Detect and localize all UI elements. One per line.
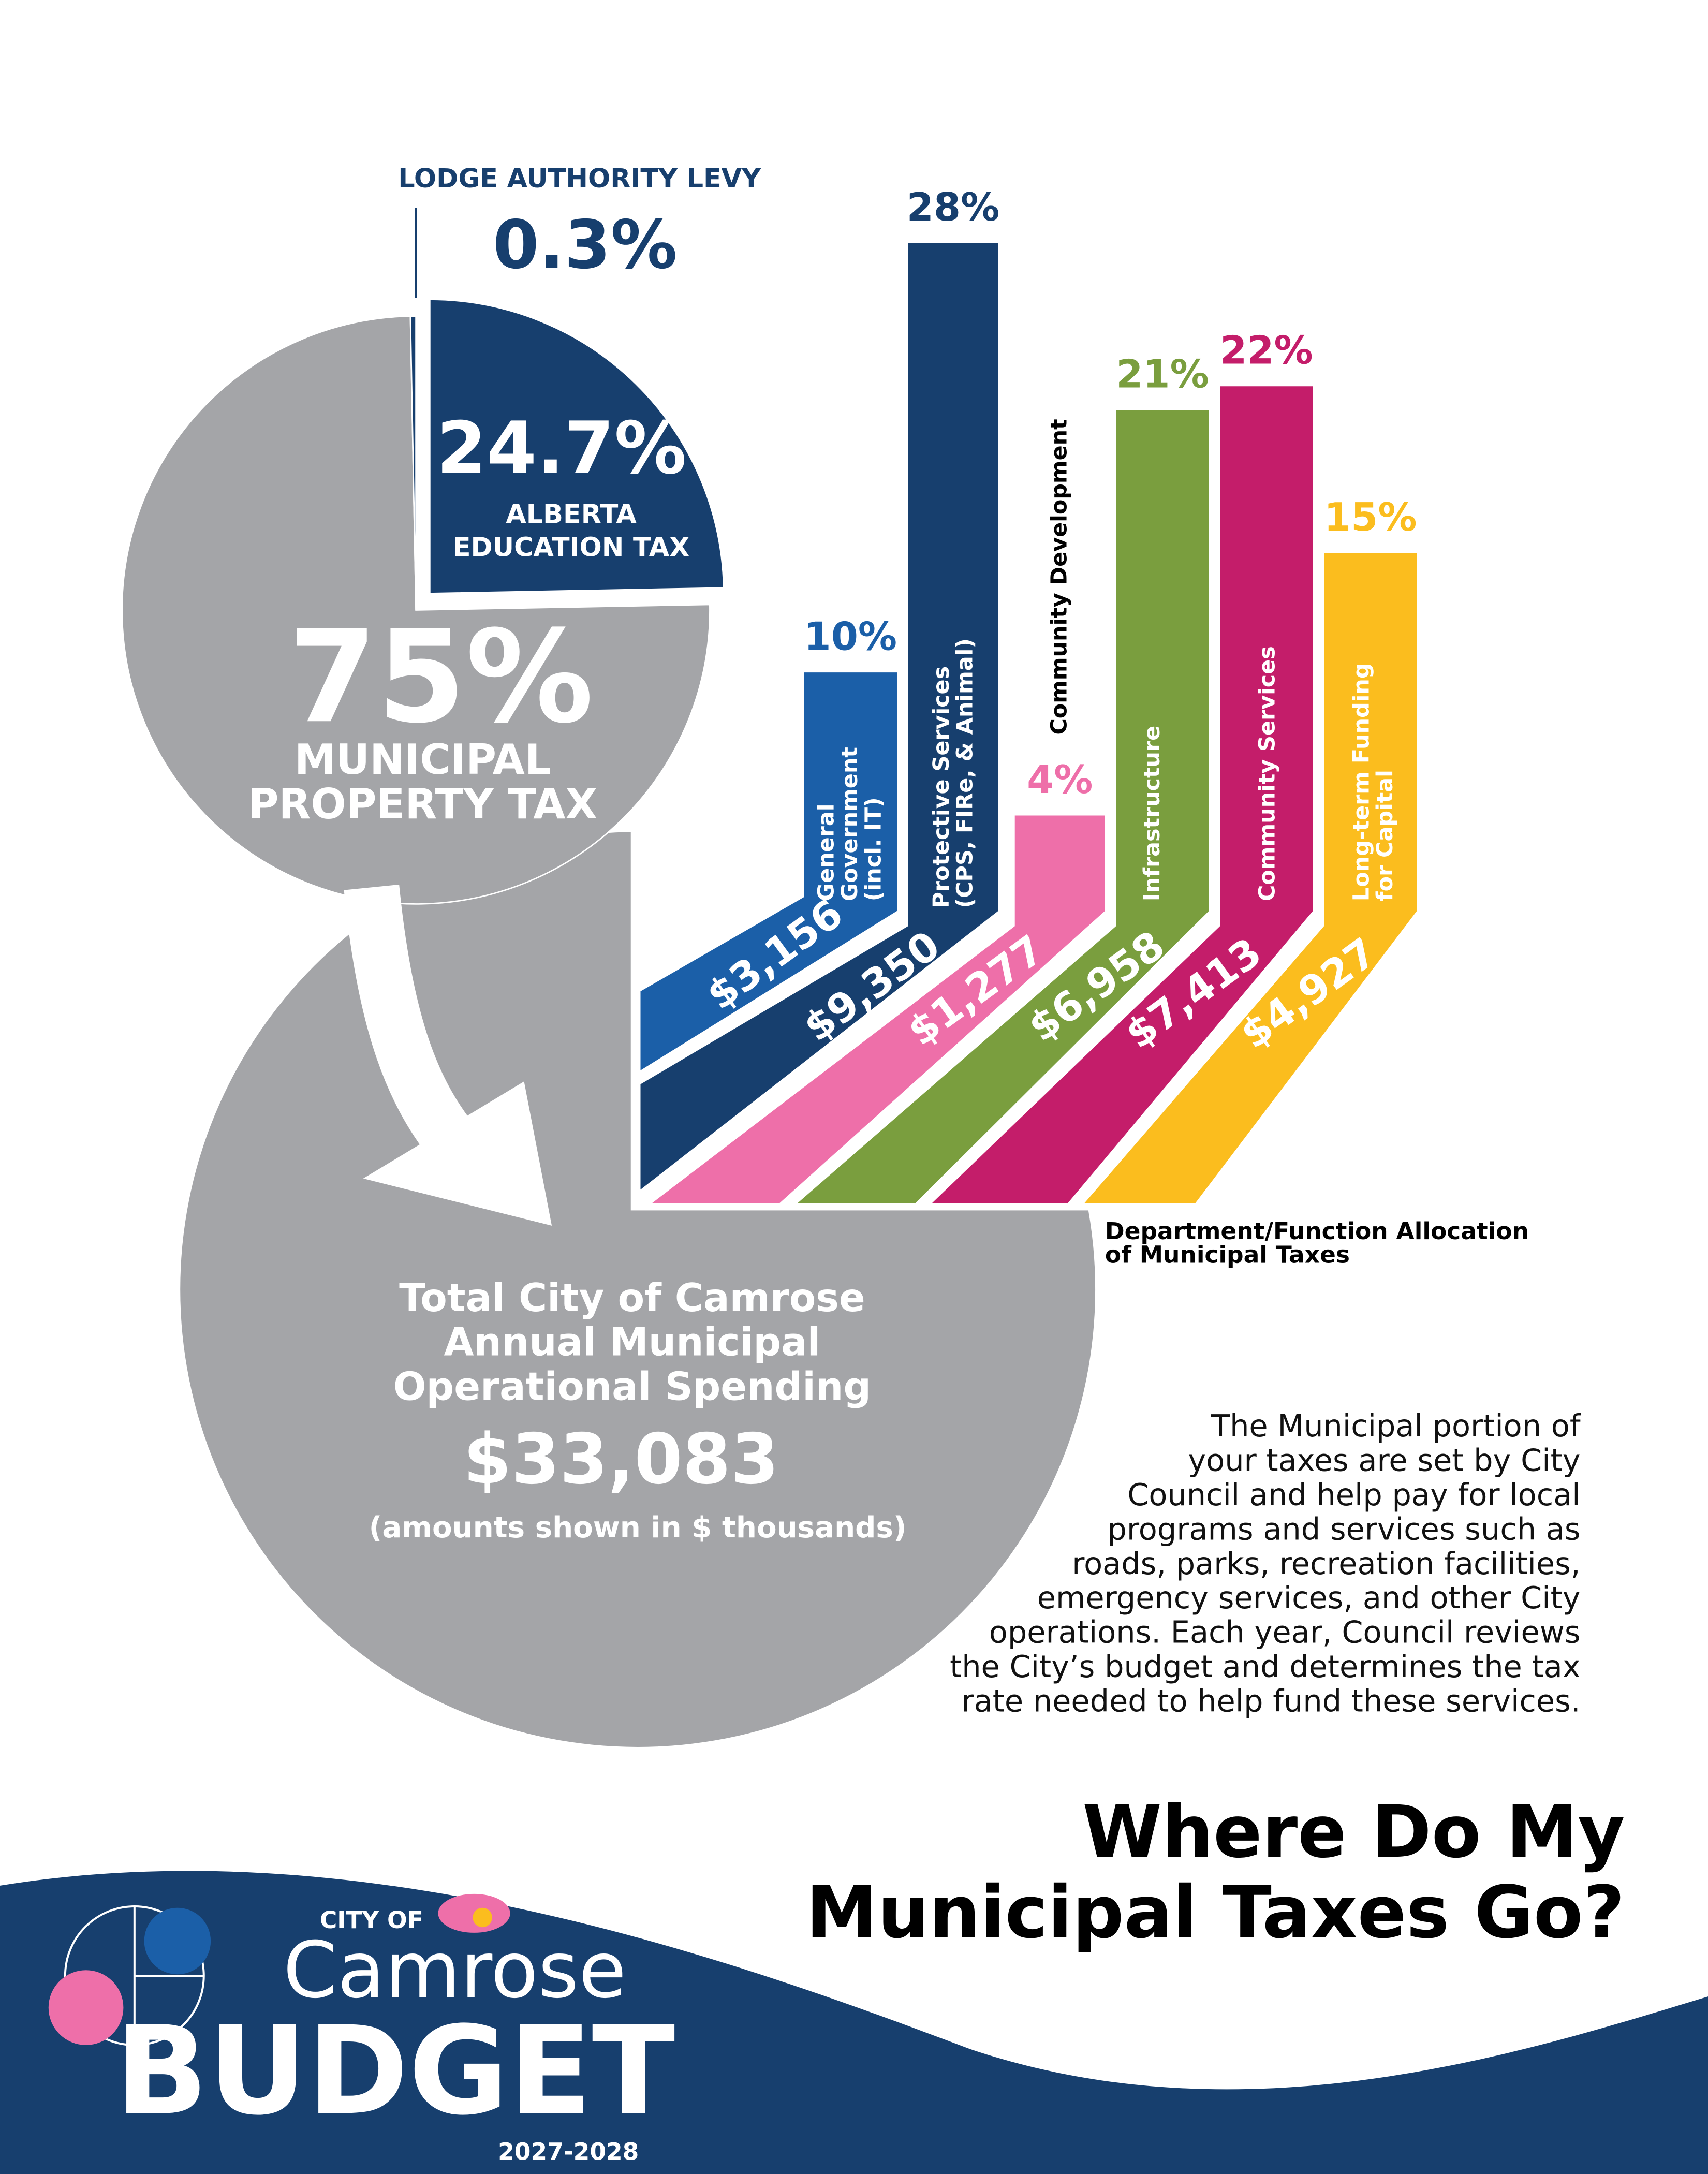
slice-label: MUNICIPAL — [295, 735, 551, 784]
bar — [651, 815, 1105, 1203]
body-line: The Municipal portion of — [1211, 1408, 1581, 1444]
body-line: the City’s budget and determines the tax — [950, 1649, 1580, 1684]
bar-category: Protective Services — [929, 666, 954, 908]
body-line: roads, parks, recreation facilities, — [1072, 1546, 1580, 1581]
footer-wave — [0, 1871, 1708, 2174]
logo-dot — [48, 1970, 124, 2045]
body-line: programs and services such as — [1107, 1511, 1580, 1547]
slice-percent: 24.7% — [436, 406, 686, 490]
headline: Municipal Taxes Go? — [806, 1871, 1625, 1955]
bar-percent: 4% — [1027, 757, 1093, 802]
total-value: $33,083 — [463, 1419, 779, 1500]
arrow-head — [363, 1081, 552, 1226]
logo: CITY OF Camrose BUDGET 2027-2028 — [48, 1893, 675, 2165]
total-title: Total City of Camrose — [399, 1275, 865, 1320]
bar-percent: 28% — [907, 184, 1000, 230]
slice-label: PROPERTY TAX — [248, 780, 598, 828]
bar-percent: 10% — [804, 613, 897, 659]
bar-category: Government — [837, 747, 863, 901]
bar — [640, 672, 897, 1070]
bar-category: (CPS, FIRe, & Animal) — [952, 638, 978, 908]
body-line: Council and help pay for local — [1127, 1477, 1580, 1512]
bar-category: for Capital — [1372, 770, 1398, 901]
slice-label: ALBERTA — [506, 499, 637, 530]
headline: Where Do My — [1082, 1790, 1625, 1874]
bar-category: General — [814, 804, 840, 902]
bar-category: Infrastructure — [1139, 726, 1165, 901]
bar — [640, 243, 998, 1190]
logo-city-of: CITY OF — [320, 1906, 423, 1934]
total-note: (amounts shown in $ thousands) — [369, 1511, 907, 1545]
pie-slice — [429, 299, 725, 594]
body-line: your taxes are set by City — [1188, 1442, 1580, 1478]
logo-dot — [144, 1907, 211, 1975]
bar-category: Long-term Funding — [1349, 663, 1375, 901]
logo-flower — [473, 1907, 492, 1928]
logo-budget: BUDGET — [115, 2000, 675, 2142]
pie-slice — [409, 315, 417, 610]
arrow-shaft — [344, 884, 479, 1166]
logo-name: Camrose — [283, 1926, 626, 2016]
total-block: Total City of Camrose Annual Municipal O… — [369, 1275, 907, 1545]
bar-percent: 21% — [1116, 351, 1209, 397]
body-line: operations. Each year, Council reviews — [989, 1614, 1581, 1650]
bar — [932, 386, 1313, 1203]
bar — [1084, 553, 1417, 1203]
body-line: emergency services, and other City — [1037, 1580, 1581, 1615]
logo-years: 2027-2028 — [498, 2138, 639, 2165]
slice-label: LODGE AUTHORITY LEVY — [398, 164, 761, 194]
bar-title: of Municipal Taxes — [1105, 1241, 1350, 1268]
bar-title: Department/Function Allocation — [1105, 1217, 1529, 1245]
body-line: rate needed to help fund these services. — [961, 1683, 1580, 1718]
bar-percent: 22% — [1220, 327, 1313, 373]
pie-slice — [121, 315, 711, 905]
slice-percent: 75% — [288, 603, 594, 752]
bar-category: Community Development — [1047, 419, 1072, 735]
logo-lines — [133, 1906, 204, 2045]
slice-percent: 0.3% — [493, 207, 678, 284]
bar-category: (incl. IT) — [861, 797, 887, 901]
total-title: Annual Municipal — [444, 1319, 820, 1365]
bar-category: Community Services — [1254, 646, 1280, 901]
bar — [797, 410, 1209, 1203]
bar-percent: 15% — [1324, 494, 1417, 540]
total-title: Operational Spending — [393, 1363, 871, 1409]
slice-label: EDUCATION TAX — [453, 533, 690, 563]
